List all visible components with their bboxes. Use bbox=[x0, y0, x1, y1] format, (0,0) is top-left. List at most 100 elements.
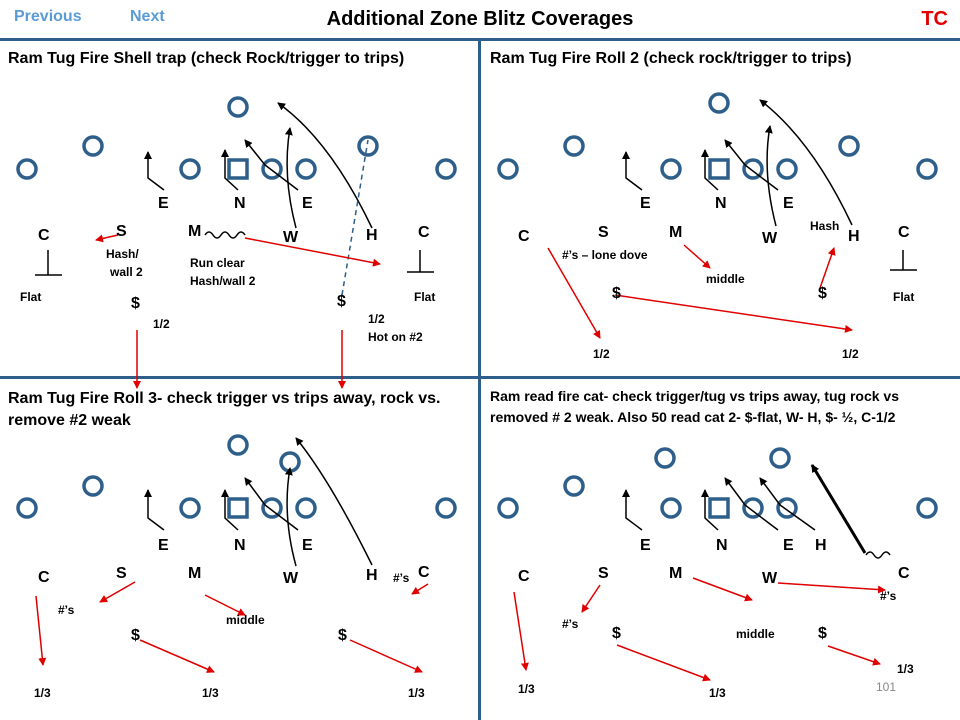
panel-2-title: Ram Tug Fire Roll 2 (check rock/trigger … bbox=[490, 50, 852, 67]
assignment-text: #’s bbox=[393, 571, 410, 585]
offense-circle bbox=[776, 497, 798, 519]
panel-2-offense bbox=[497, 92, 938, 180]
label-strong-safety: S bbox=[598, 224, 609, 241]
panel-4-red-routes bbox=[513, 577, 886, 682]
assignment-text: 1/2 bbox=[842, 347, 859, 361]
offense-circle bbox=[497, 497, 519, 519]
offense-circle bbox=[708, 92, 730, 114]
panel-4-diagram: E N E H C S M W C $ $ #’s #’s middle 1/3… bbox=[497, 447, 938, 700]
label-h: H bbox=[366, 227, 378, 244]
label-corner: C bbox=[418, 564, 430, 581]
label-h: H bbox=[366, 567, 378, 584]
assignment-text: wall 2 bbox=[109, 265, 143, 279]
label-will: W bbox=[762, 570, 778, 587]
label-corner: C bbox=[518, 568, 530, 585]
panel-3-assignments: #’s #’s middle 1/3 1/3 1/3 bbox=[34, 571, 425, 700]
label-strong-safety: S bbox=[116, 223, 127, 240]
offense-circle bbox=[769, 447, 791, 469]
center-square bbox=[708, 158, 730, 180]
panel-1-title: Ram Tug Fire Shell trap (check Rock/trig… bbox=[8, 50, 405, 67]
panel-1-offense bbox=[16, 96, 457, 180]
offense-circle bbox=[82, 135, 104, 157]
offense-circle bbox=[838, 135, 860, 157]
label-corner: C bbox=[38, 569, 50, 586]
label-free-safety: $ bbox=[131, 295, 140, 312]
offense-circle bbox=[82, 475, 104, 497]
label-end: E bbox=[302, 195, 313, 212]
assignment-text: 1/2 bbox=[593, 347, 610, 361]
label-nose: N bbox=[234, 195, 246, 212]
label-mike: M bbox=[188, 223, 201, 240]
offense-circle bbox=[227, 434, 249, 456]
assignment-text: #’s bbox=[562, 617, 579, 631]
label-strong-safety: S bbox=[116, 565, 127, 582]
offense-circle bbox=[563, 135, 585, 157]
panel-3-labels: E N E C S M W H C $ $ bbox=[38, 537, 430, 644]
assignment-text: middle bbox=[736, 627, 775, 641]
label-end: E bbox=[158, 195, 169, 212]
assignment-text: Flat bbox=[893, 290, 914, 304]
previous-link[interactable]: Previous bbox=[14, 8, 82, 25]
panel-4-labels: E N E H C S M W C $ $ bbox=[518, 537, 910, 642]
panel-1-labels: E N E C S M W H C $ $ bbox=[38, 195, 430, 312]
label-end: E bbox=[302, 537, 313, 554]
assignment-text: Hot on #2 bbox=[368, 330, 423, 344]
panel-4-black-routes bbox=[622, 464, 891, 559]
panel-4-assignments: #’s #’s middle 1/3 1/3 1/3 bbox=[518, 589, 914, 700]
offense-circle bbox=[742, 158, 764, 180]
assignment-text: 1/2 bbox=[368, 312, 385, 326]
offense-circle bbox=[742, 497, 764, 519]
label-free-safety: $ bbox=[131, 627, 140, 644]
label-free-safety: $ bbox=[612, 285, 621, 302]
offense-circle bbox=[16, 497, 38, 519]
label-mike: M bbox=[188, 565, 201, 582]
panel-4-offense bbox=[497, 447, 938, 519]
center-square bbox=[227, 158, 249, 180]
assignment-text: 1/3 bbox=[518, 682, 535, 696]
next-link[interactable]: Next bbox=[130, 8, 165, 25]
assignment-text: 1/3 bbox=[34, 686, 51, 700]
offense-circle bbox=[563, 475, 585, 497]
panel-1-black-routes bbox=[35, 102, 434, 296]
panel-2-black-routes bbox=[622, 99, 917, 271]
offense-circle bbox=[295, 497, 317, 519]
label-will: W bbox=[762, 230, 778, 247]
assignment-text: Flat bbox=[414, 290, 435, 304]
tc-badge: TC bbox=[921, 8, 948, 30]
middle-divider bbox=[0, 376, 960, 379]
assignment-text: 1/3 bbox=[709, 686, 726, 700]
assignment-text: 1/3 bbox=[897, 662, 914, 676]
assignment-text: #’s bbox=[880, 589, 897, 603]
center-square bbox=[227, 497, 249, 519]
assignment-text: #’s – lone dove bbox=[562, 248, 648, 262]
panel-3-red-routes bbox=[35, 581, 429, 673]
assignment-text: middle bbox=[226, 613, 265, 627]
offense-circle bbox=[497, 158, 519, 180]
offense-circle bbox=[660, 497, 682, 519]
panel-2-labels: E N E C S M W H C $ $ bbox=[518, 195, 910, 302]
panel-1-diagram: E N E C S M W H C $ $ Hash/ wall 2 Run c… bbox=[16, 96, 457, 389]
label-corner: C bbox=[38, 227, 50, 244]
label-free-safety: $ bbox=[612, 625, 621, 642]
offense-circle bbox=[179, 497, 201, 519]
page-number: 101 bbox=[876, 680, 897, 694]
assignment-text: Hash/wall 2 bbox=[190, 274, 256, 288]
offense-circle bbox=[916, 158, 938, 180]
label-nose: N bbox=[716, 537, 728, 554]
panel-2-diagram: E N E C S M W H C $ $ Hash #’s – lone do… bbox=[497, 92, 938, 361]
panel-3-diagram: E N E C S M W H C $ $ #’s #’s middle 1/3… bbox=[16, 434, 457, 700]
assignment-text: Hash bbox=[810, 219, 839, 233]
label-free-safety: $ bbox=[337, 293, 346, 310]
label-h: H bbox=[848, 228, 860, 245]
label-end: E bbox=[640, 537, 651, 554]
offense-circle bbox=[227, 96, 249, 118]
offense-circle bbox=[357, 135, 379, 157]
vertical-divider bbox=[478, 38, 481, 720]
assignment-text: 1/3 bbox=[202, 686, 219, 700]
offense-circle bbox=[16, 158, 38, 180]
label-will: W bbox=[283, 570, 299, 587]
label-corner: C bbox=[898, 565, 910, 582]
label-end: E bbox=[783, 195, 794, 212]
assignment-text: #’s bbox=[58, 603, 75, 617]
panel-1-red-routes bbox=[95, 234, 381, 389]
